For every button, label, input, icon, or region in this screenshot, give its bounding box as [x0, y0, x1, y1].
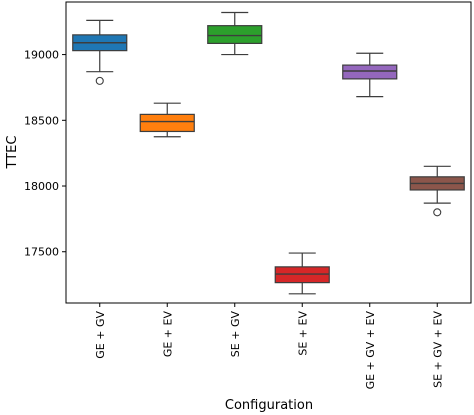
outlier-point — [433, 208, 442, 217]
box-group — [274, 252, 330, 295]
box-group — [72, 19, 128, 85]
box-body — [342, 64, 398, 80]
plot-area-frame — [65, 1, 472, 304]
y-tick-label: 18500 — [24, 114, 59, 127]
y-tick-label: 18000 — [24, 180, 59, 193]
box-body — [139, 113, 195, 133]
box-group — [139, 102, 195, 138]
box-body — [207, 25, 263, 45]
x-axis: GE + GV GE + EV SE + GV SE + EV GE + GV + EV… — [94, 303, 444, 390]
x-tick-label: GE + GV — [94, 311, 107, 359]
x-tick-label: SE + GV — [229, 311, 242, 358]
x-tick-label: GE + EV — [161, 311, 174, 358]
box-group — [409, 165, 465, 217]
box-group — [207, 11, 263, 56]
x-tick-label: SE + EV — [296, 311, 309, 356]
box-group — [342, 52, 398, 98]
y-tick-label: 19000 — [24, 49, 59, 62]
y-axis-label: TTEC — [5, 136, 20, 170]
y-axis: 17500 18000 18500 19000 — [24, 49, 66, 259]
x-axis-label: Configuration — [225, 398, 313, 413]
outlier-point — [95, 76, 104, 85]
x-tick-label: SE + GV + EV — [431, 311, 444, 388]
x-tick-label: GE + GV + EV — [364, 311, 377, 390]
y-tick-label: 17500 — [24, 246, 59, 259]
plot-layer — [72, 11, 465, 295]
